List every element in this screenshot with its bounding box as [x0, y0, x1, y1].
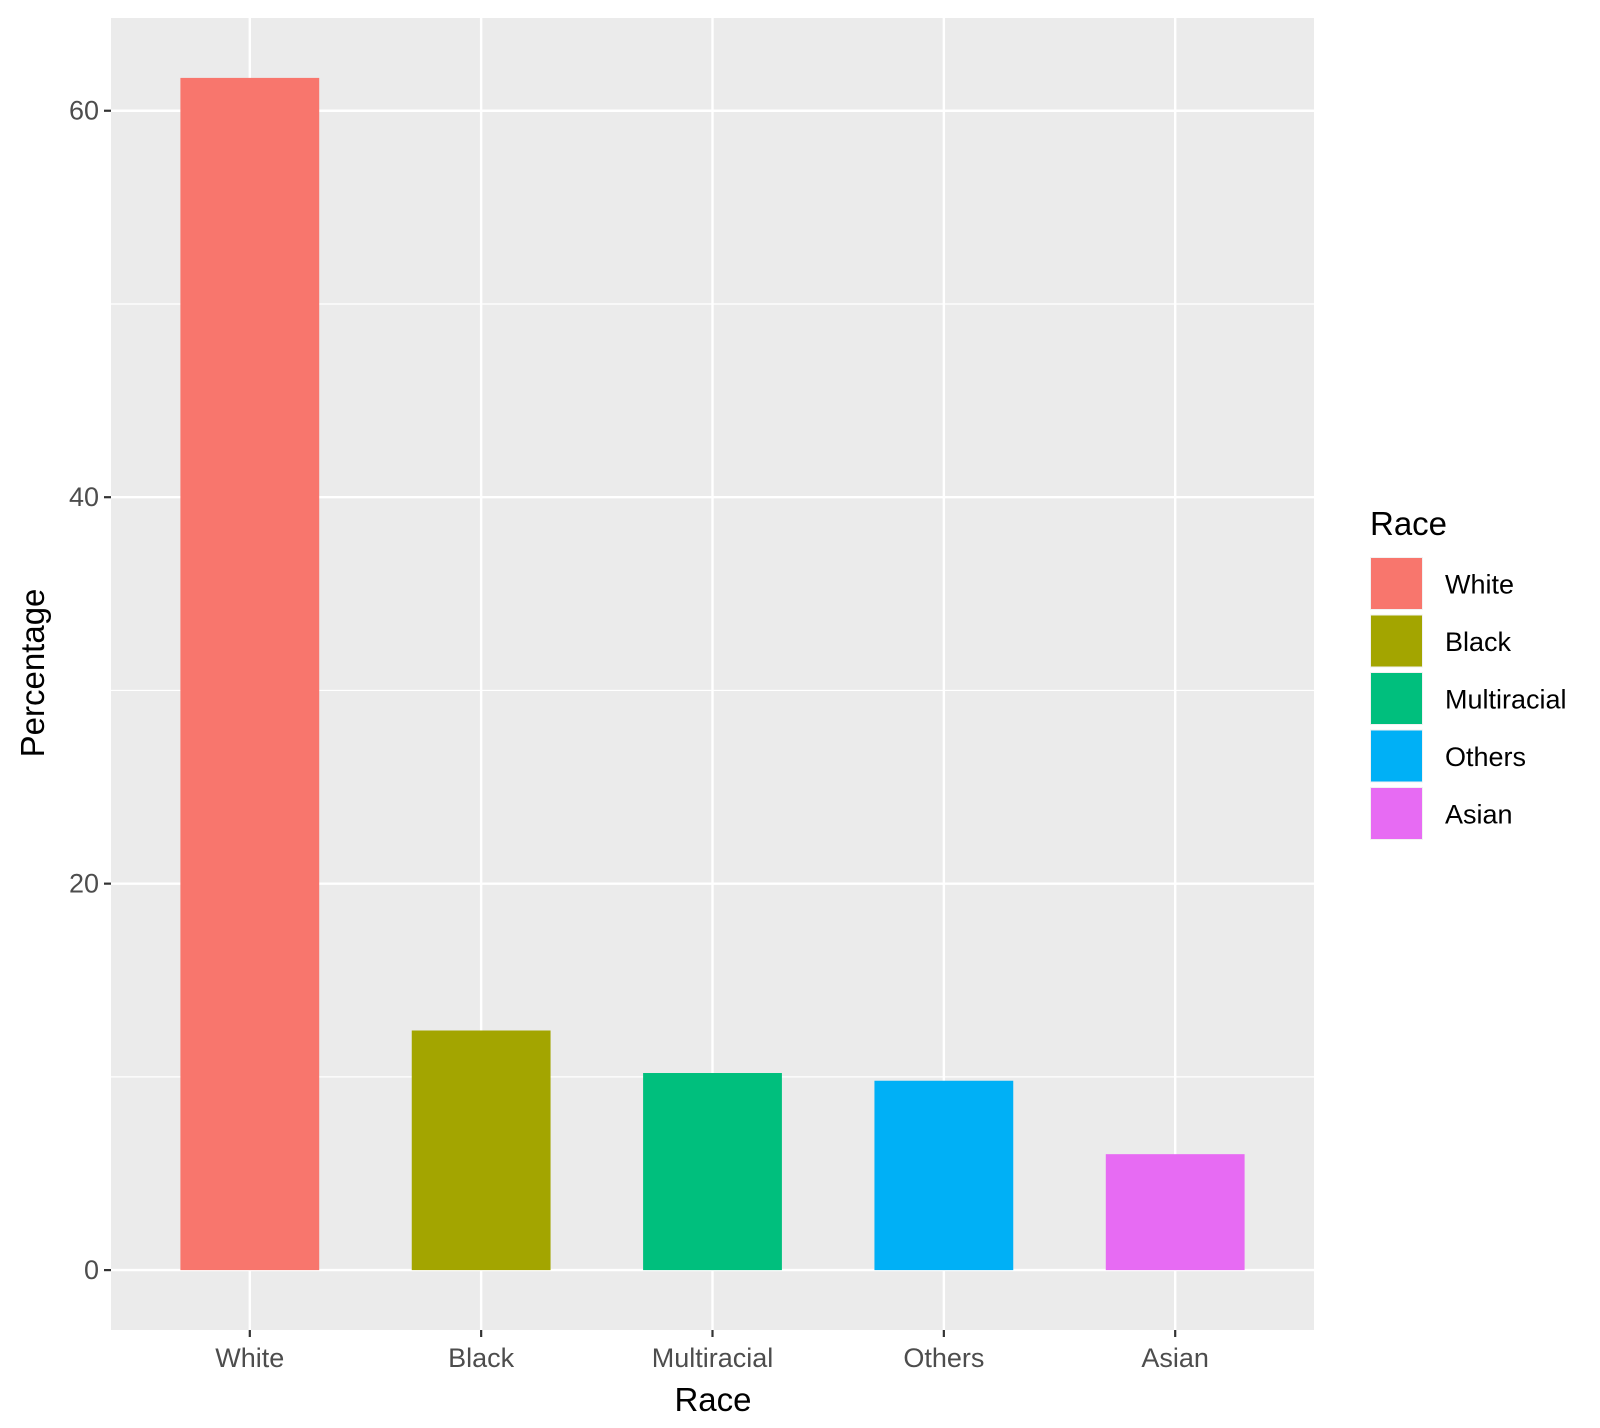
y-axis-title: Percentage [14, 589, 51, 758]
bar-black [411, 1030, 551, 1271]
x-axis-title: Race [674, 1381, 751, 1418]
y-tick-label: 20 [69, 869, 99, 899]
legend-swatch-multiracial [1371, 673, 1422, 724]
bar-multiracial [643, 1073, 782, 1271]
legend-label: Multiracial [1445, 685, 1567, 715]
x-tick-label: Multiracial [652, 1343, 774, 1373]
x-tick-label: White [215, 1343, 284, 1373]
bar-asian [1105, 1154, 1245, 1271]
y-axis: 0 20 40 60 [69, 96, 111, 1285]
legend-swatch-asian [1371, 788, 1422, 839]
legend-title: Race [1370, 505, 1447, 542]
legend-swatch-others [1371, 730, 1422, 782]
y-tick-label: 0 [84, 1255, 99, 1285]
legend-label: White [1445, 570, 1514, 600]
x-tick-label: Black [448, 1343, 515, 1373]
y-tick-label: 40 [69, 482, 99, 512]
x-axis: White Black Multiracial Others Asian [215, 1330, 1209, 1373]
y-tick-label: 60 [69, 96, 99, 126]
bar-others [874, 1080, 1014, 1271]
legend-swatch-white [1371, 558, 1422, 609]
x-tick-label: Asian [1141, 1343, 1209, 1373]
x-tick-label: Others [903, 1343, 984, 1373]
legend-label: Asian [1445, 800, 1513, 830]
legend-label: Black [1445, 627, 1512, 657]
legend: Race White Black Multiracial Others Asian [1370, 505, 1567, 840]
bar-white [180, 77, 320, 1271]
bars [180, 77, 1245, 1271]
legend-swatch-black [1371, 615, 1422, 667]
legend-label: Others [1445, 742, 1526, 772]
